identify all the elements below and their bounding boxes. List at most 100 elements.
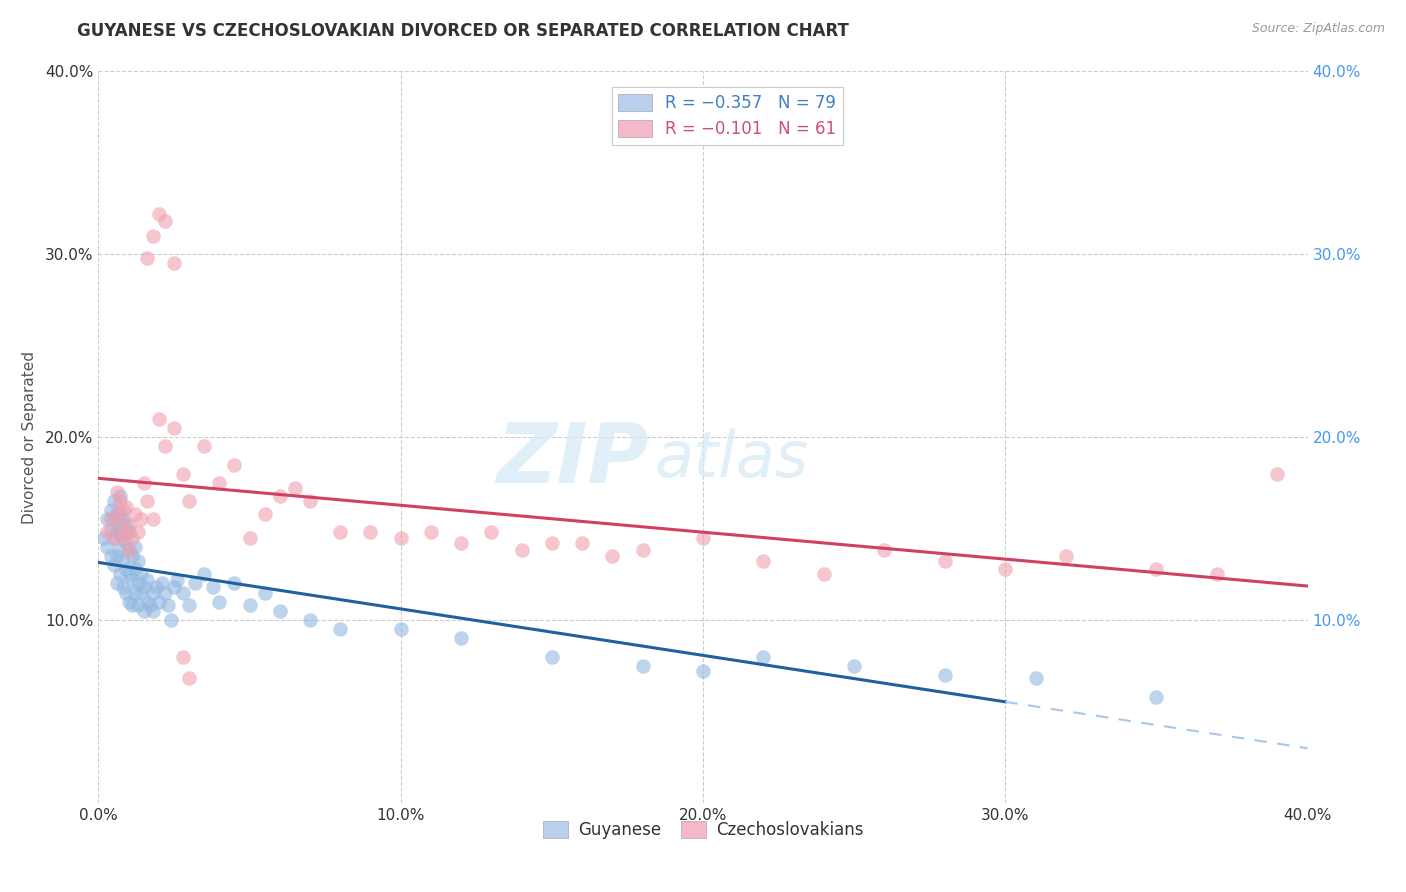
Point bbox=[121, 599, 143, 613]
Point bbox=[139, 599, 162, 613]
Point bbox=[103, 531, 125, 545]
Point bbox=[124, 585, 146, 599]
Point bbox=[103, 512, 125, 526]
Point bbox=[96, 540, 118, 554]
Point bbox=[269, 604, 291, 618]
Point bbox=[114, 517, 136, 532]
Point bbox=[1054, 549, 1077, 563]
Point bbox=[148, 412, 170, 426]
Point bbox=[105, 576, 128, 591]
Point bbox=[111, 554, 134, 568]
Point bbox=[145, 580, 167, 594]
Point bbox=[571, 536, 593, 550]
Point bbox=[111, 531, 134, 545]
Point bbox=[631, 658, 654, 673]
Point bbox=[299, 494, 322, 508]
Point bbox=[193, 439, 215, 453]
Y-axis label: Divorced or Separated: Divorced or Separated bbox=[21, 351, 37, 524]
Point bbox=[105, 549, 128, 563]
Point bbox=[121, 531, 143, 545]
Point bbox=[329, 622, 352, 636]
Point bbox=[450, 536, 472, 550]
Point bbox=[111, 512, 134, 526]
Point bbox=[163, 421, 186, 435]
Point bbox=[166, 573, 188, 587]
Point bbox=[752, 554, 775, 568]
Point bbox=[124, 562, 146, 576]
Point bbox=[602, 549, 624, 563]
Point bbox=[114, 525, 136, 540]
Point bbox=[1144, 690, 1167, 704]
Point bbox=[135, 594, 157, 608]
Point bbox=[148, 207, 170, 221]
Point bbox=[153, 214, 176, 228]
Point bbox=[142, 604, 165, 618]
Point bbox=[118, 567, 141, 582]
Point bbox=[100, 503, 122, 517]
Point bbox=[208, 594, 231, 608]
Point bbox=[103, 558, 125, 573]
Point bbox=[100, 521, 122, 535]
Point bbox=[873, 543, 896, 558]
Point bbox=[105, 485, 128, 500]
Point bbox=[389, 622, 412, 636]
Point bbox=[752, 649, 775, 664]
Point bbox=[132, 604, 155, 618]
Point bbox=[994, 562, 1017, 576]
Point bbox=[108, 494, 131, 508]
Point bbox=[269, 489, 291, 503]
Point bbox=[124, 540, 146, 554]
Point bbox=[103, 494, 125, 508]
Point bbox=[100, 549, 122, 563]
Point bbox=[540, 536, 562, 550]
Point bbox=[1024, 672, 1046, 686]
Point bbox=[224, 576, 246, 591]
Text: atlas: atlas bbox=[655, 428, 808, 490]
Point bbox=[1267, 467, 1289, 481]
Point bbox=[111, 580, 134, 594]
Point bbox=[239, 599, 262, 613]
Point bbox=[114, 500, 136, 514]
Point bbox=[129, 512, 152, 526]
Point bbox=[202, 580, 225, 594]
Point bbox=[172, 585, 194, 599]
Point bbox=[172, 649, 194, 664]
Point bbox=[148, 594, 170, 608]
Point bbox=[93, 531, 115, 545]
Point bbox=[179, 672, 201, 686]
Point bbox=[105, 525, 128, 540]
Point bbox=[1206, 567, 1229, 582]
Point bbox=[135, 251, 157, 265]
Point bbox=[121, 573, 143, 587]
Point bbox=[124, 507, 146, 521]
Point bbox=[142, 512, 165, 526]
Text: GUYANESE VS CZECHOSLOVAKIAN DIVORCED OR SEPARATED CORRELATION CHART: GUYANESE VS CZECHOSLOVAKIAN DIVORCED OR … bbox=[77, 22, 849, 40]
Point bbox=[179, 599, 201, 613]
Point bbox=[692, 664, 714, 678]
Point bbox=[127, 554, 149, 568]
Text: ZIP: ZIP bbox=[496, 418, 648, 500]
Point bbox=[481, 525, 503, 540]
Point bbox=[844, 658, 866, 673]
Point bbox=[135, 573, 157, 587]
Point bbox=[813, 567, 835, 582]
Point bbox=[118, 594, 141, 608]
Point bbox=[172, 467, 194, 481]
Point bbox=[150, 576, 173, 591]
Point bbox=[135, 494, 157, 508]
Point bbox=[114, 562, 136, 576]
Point bbox=[118, 517, 141, 532]
Point bbox=[934, 667, 956, 681]
Point bbox=[631, 543, 654, 558]
Point bbox=[108, 525, 131, 540]
Point bbox=[111, 531, 134, 545]
Point bbox=[153, 439, 176, 453]
Point bbox=[132, 580, 155, 594]
Point bbox=[224, 458, 246, 472]
Point bbox=[253, 507, 276, 521]
Point bbox=[184, 576, 207, 591]
Point bbox=[127, 599, 149, 613]
Point bbox=[108, 489, 131, 503]
Point bbox=[132, 475, 155, 490]
Point bbox=[179, 494, 201, 508]
